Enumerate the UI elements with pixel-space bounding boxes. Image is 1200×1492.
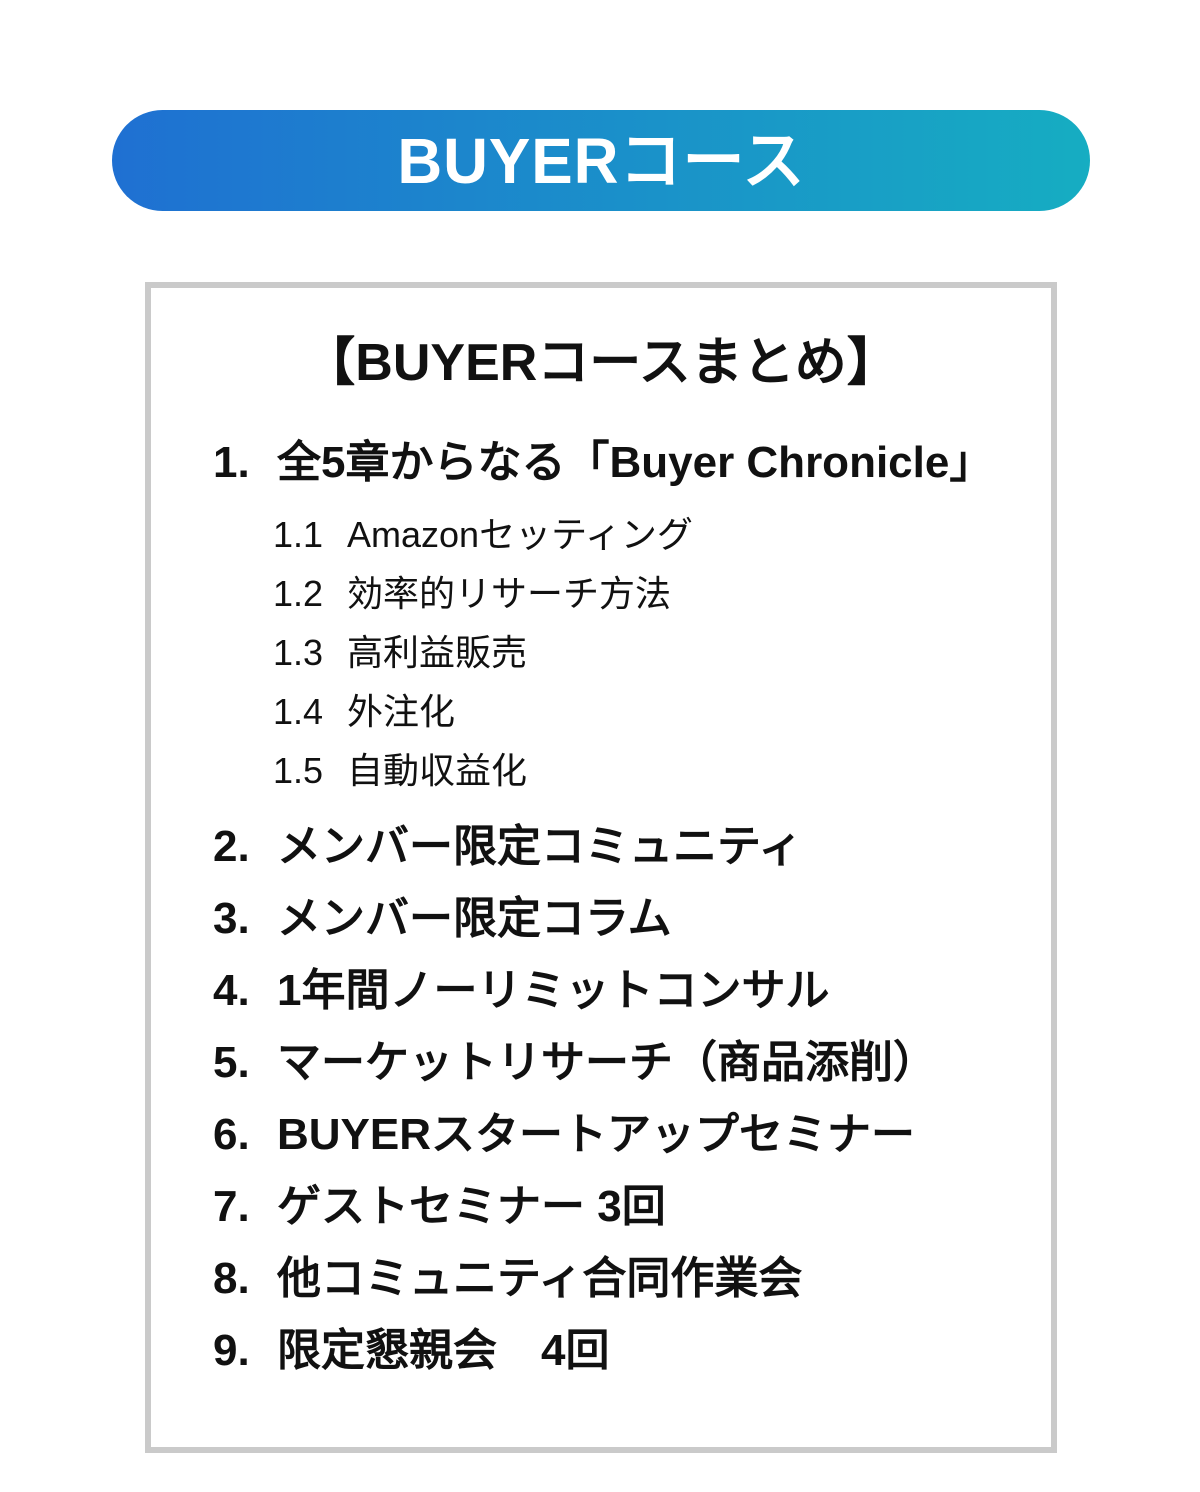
list-item-number: 1. <box>213 438 250 487</box>
summary-box: 【BUYERコースまとめ】 1. 全5章からなる「Buyer Chronicle… <box>145 282 1057 1453</box>
sub-list-item: 1.4 外注化 <box>273 690 1015 734</box>
list-item-number: 9. <box>213 1326 250 1375</box>
sub-list-item-label: 高利益販売 <box>347 632 528 673</box>
list-item-label: メンバー限定コラム <box>277 894 672 943</box>
list-item: 1. 全5章からなる「Buyer Chronicle」 <box>213 437 1015 489</box>
list-item-number: 2. <box>213 822 250 871</box>
list-item-number: 3. <box>213 894 250 943</box>
list-item-label: マーケットリサーチ（商品添削） <box>277 1038 937 1087</box>
list-item: 5. マーケットリサーチ（商品添削） <box>213 1037 1015 1089</box>
sub-list-item-label: 効率的リサーチ方法 <box>347 573 672 614</box>
list-item-label: 1年間ノーリミットコンサル <box>277 966 830 1015</box>
sub-list-item-number: 1.2 <box>273 573 324 614</box>
sub-list-item: 1.2 効率的リサーチ方法 <box>273 572 1015 616</box>
list-item-label: 他コミュニティ合同作業会 <box>277 1254 803 1303</box>
list-item-number: 7. <box>213 1182 250 1231</box>
list-item-number: 8. <box>213 1254 250 1303</box>
sub-list-item-number: 1.4 <box>273 691 324 732</box>
list-item: 9. 限定懇親会 4回 <box>213 1325 1015 1377</box>
list-item-number: 6. <box>213 1110 250 1159</box>
list-item: 7. ゲストセミナー 3回 <box>213 1181 1015 1233</box>
list-item-label: メンバー限定コミュニティ <box>277 822 803 871</box>
list-item-number: 4. <box>213 966 250 1015</box>
list-item: 8. 他コミュニティ合同作業会 <box>213 1253 1015 1305</box>
course-banner: BUYERコース <box>112 110 1090 211</box>
list-item-number: 5. <box>213 1038 250 1087</box>
sub-list-item: 1.1 Amazonセッティング <box>273 513 1015 557</box>
sub-list-item: 1.3 高利益販売 <box>273 631 1015 675</box>
sub-list-item-label: 自動収益化 <box>347 750 528 791</box>
sub-list-item-number: 1.1 <box>273 514 324 555</box>
list-item: 4. 1年間ノーリミットコンサル <box>213 965 1015 1017</box>
sub-list-item-number: 1.3 <box>273 632 324 673</box>
list-item-label: 全5章からなる「Buyer Chronicle」 <box>277 438 994 487</box>
sub-list-item-number: 1.5 <box>273 750 324 791</box>
list-item: 2. メンバー限定コミュニティ <box>213 821 1015 873</box>
list-item: 6. BUYERスタートアップセミナー <box>213 1109 1015 1161</box>
sub-list-item: 1.5 自動収益化 <box>273 749 1015 793</box>
list-item-label: 限定懇親会 4回 <box>277 1326 610 1375</box>
summary-list: 1. 全5章からなる「Buyer Chronicle」 1.1 Amazonセッ… <box>213 437 1015 1377</box>
course-banner-label: BUYERコース <box>396 124 806 197</box>
sub-list-item-label: 外注化 <box>347 691 456 732</box>
list-item-label: ゲストセミナー 3回 <box>277 1182 666 1231</box>
list-item: 3. メンバー限定コラム <box>213 893 1015 945</box>
sub-list-item-label: Amazonセッティング <box>347 514 693 555</box>
sub-list: 1.1 Amazonセッティング 1.2 効率的リサーチ方法 1.3 高利益販売… <box>273 513 1015 801</box>
summary-title: 【BUYERコースまとめ】 <box>303 334 899 392</box>
list-item-label: BUYERスタートアップセミナー <box>277 1110 916 1159</box>
